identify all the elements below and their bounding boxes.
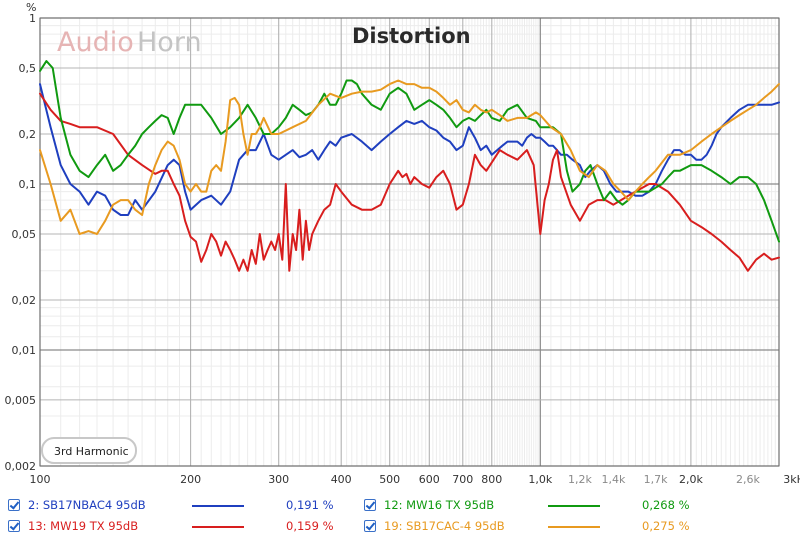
x-tick-label-6: 700 (452, 473, 473, 486)
y-tick-label-8: 0,002 (5, 460, 37, 473)
legend-checkbox-3[interactable] (364, 520, 376, 532)
logo-audio: Audio (57, 27, 134, 58)
x-tick-label-10: 3kHz (783, 473, 800, 486)
logo-horn: Horn (137, 27, 202, 58)
y-axis-ticks: 1 0,5 0,2 0,1 0,05 0,02 0,01 0,005 0,002 (5, 12, 37, 473)
y-tick-label-4: 0,05 (12, 228, 37, 241)
legend-name-0: 2: SB17NBAC4 95dB (28, 498, 146, 512)
series-line-0 (39, 83, 780, 216)
legend-line-2 (548, 505, 600, 507)
legend-checkbox-1[interactable] (8, 520, 20, 532)
y-tick-label-5: 0,02 (12, 294, 37, 307)
x-tick-label-3: 400 (331, 473, 352, 486)
legend-entry-1[interactable]: 13: MW19 TX 95dB 0,159 % (8, 518, 388, 536)
x-minor-tick-label-3: 2,6k (736, 473, 760, 486)
legend-name-2: 12: MW16 TX 95dB (384, 498, 495, 512)
y-tick-label-2: 0,2 (19, 128, 37, 141)
x-tick-label-9: 2,0k (679, 473, 703, 486)
legend-line-3 (548, 526, 600, 528)
legend-line-1 (192, 526, 244, 528)
series-line-2 (39, 60, 780, 243)
x-minor-tick-label-1: 1,4k (601, 473, 625, 486)
series-line-1 (39, 92, 780, 272)
y-tick-label-1: 0,5 (19, 62, 37, 75)
y-tick-label-0: 1 (29, 12, 36, 25)
x-tick-label-2: 300 (268, 473, 289, 486)
legend-checkbox-2[interactable] (364, 499, 376, 511)
legend-value-3: 0,275 % (642, 519, 690, 533)
legend-entry-2[interactable]: 12: MW16 TX 95dB 0,268 % (364, 497, 744, 515)
legend-line-0 (192, 505, 244, 507)
y-tick-label-6: 0,01 (12, 344, 37, 357)
y-unit-label: % (26, 1, 36, 14)
x-tick-label-4: 500 (379, 473, 400, 486)
legend-entry-3[interactable]: 19: SB17CAC-4 95dB 0,275 % (364, 518, 744, 536)
x-minor-tick-label-0: 1,2k (568, 473, 592, 486)
series-line-3 (39, 79, 780, 235)
y-tick-label-7: 0,005 (5, 394, 37, 407)
x-tick-label-7: 800 (481, 473, 502, 486)
x-minor-tick-label-2: 1,7k (644, 473, 668, 486)
x-tick-label-5: 600 (419, 473, 440, 486)
legend-entry-0[interactable]: 2: SB17NBAC4 95dB 0,191 % (8, 497, 388, 515)
legend-name-1: 13: MW19 TX 95dB (28, 519, 139, 533)
legend-value-0: 0,191 % (286, 498, 334, 512)
grid (39, 17, 780, 467)
legend-value-1: 0,159 % (286, 519, 334, 533)
x-axis-ticks: 100 200 300 400 500 600 700 800 1,0k 2,0k 3kHz 1,2k… (30, 473, 800, 486)
y-tick-label-3: 0,1 (19, 178, 37, 191)
harmonic-label: 3rd Harmonic (54, 445, 129, 458)
series-lines (39, 60, 780, 272)
legend-value-2: 0,268 % (642, 498, 690, 512)
legend-checkbox-0[interactable] (8, 499, 20, 511)
x-tick-label-1: 200 (180, 473, 201, 486)
x-tick-label-8: 1,0k (528, 473, 552, 486)
chart-title: Distortion (352, 24, 471, 48)
harmonic-label-box[interactable] (41, 437, 137, 464)
legend-name-3: 19: SB17CAC-4 95dB (384, 519, 505, 533)
x-tick-label-0: 100 (30, 473, 51, 486)
